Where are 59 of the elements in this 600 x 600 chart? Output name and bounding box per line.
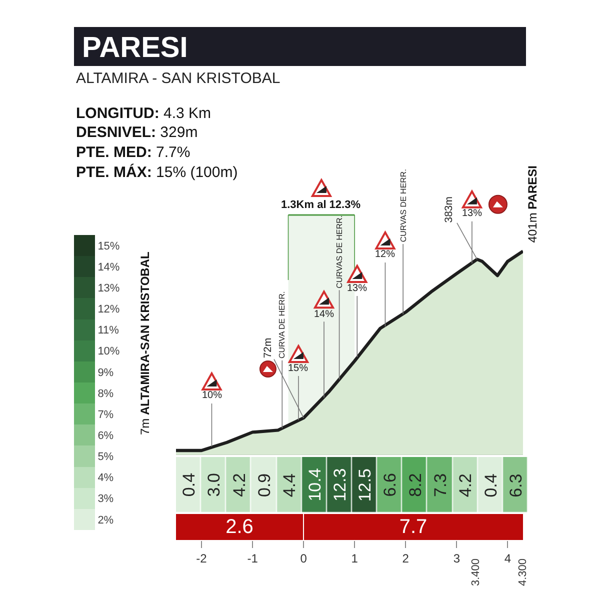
x-tick-label: 4 bbox=[504, 551, 512, 566]
annotation: 72m bbox=[262, 337, 274, 358]
annotation: CURVAS DE HERR. bbox=[335, 215, 344, 288]
annotation: CURVAS DE HERR. bbox=[399, 169, 408, 242]
data-label: 8.2 bbox=[406, 473, 425, 497]
annotation: 13% bbox=[347, 283, 368, 294]
text: PTE. MED: 7.7% bbox=[76, 144, 190, 161]
annotation: 14% bbox=[314, 309, 334, 320]
data-label: 10.4 bbox=[305, 468, 324, 502]
x-tick-label: -1 bbox=[247, 551, 258, 566]
color-bar-label: 13% bbox=[98, 282, 120, 295]
data-label: 3.0 bbox=[204, 473, 224, 497]
color-bar-label: 12% bbox=[98, 304, 120, 316]
annotation: 401m PARESI bbox=[525, 166, 540, 243]
color-bar-label: 11% bbox=[98, 324, 120, 337]
data-label: 7.3 bbox=[431, 473, 450, 497]
data-label: 4.2 bbox=[456, 474, 476, 498]
text: 7.7 bbox=[399, 516, 428, 538]
data-label: 4.2 bbox=[230, 473, 249, 497]
color-bar-label: 14% bbox=[98, 261, 120, 274]
band-label: 1.3Km al 12.3% bbox=[281, 199, 361, 211]
data-label: 0.4 bbox=[481, 474, 500, 498]
data-label: 12.5 bbox=[356, 468, 375, 502]
annotation: 15% bbox=[288, 363, 308, 374]
color-bar-label: 5% bbox=[98, 451, 114, 464]
data-label: 0.4 bbox=[180, 472, 199, 497]
data-label: 4.4 bbox=[280, 474, 300, 498]
text: LONGITUD: 4.3 Km bbox=[76, 105, 212, 122]
text: 2.6 bbox=[226, 516, 254, 538]
color-bar-label: 7% bbox=[98, 408, 114, 421]
data-label: 0.9 bbox=[255, 473, 274, 497]
annotation: 12% bbox=[375, 249, 396, 260]
text: 3.400 bbox=[470, 558, 482, 586]
annotation: 10% bbox=[202, 390, 222, 401]
color-bar-label: 8% bbox=[98, 388, 114, 400]
annotation: 383m bbox=[443, 196, 456, 223]
x-tick-label: 3 bbox=[453, 551, 460, 566]
chart-subtitle: ALTAMIRA - SAN KRISTOBAL bbox=[76, 70, 280, 87]
x-tick-label: 0 bbox=[300, 551, 308, 566]
annotation: CURVA DE HERR. bbox=[278, 291, 287, 359]
data-label: 6.3 bbox=[506, 474, 526, 498]
color-bar-label: 4% bbox=[98, 472, 114, 484]
annotation: 13% bbox=[462, 208, 482, 219]
color-bar-label: 10% bbox=[98, 346, 120, 358]
text: PTE. MÁX: 15% (100m) bbox=[76, 163, 238, 181]
color-bar-label: 2% bbox=[98, 514, 114, 526]
chart-title: PARESI bbox=[82, 32, 188, 64]
x-tick-label: 1 bbox=[351, 551, 358, 566]
annotation: 7m ALTAMIRA-SAN KRISTOBAL bbox=[138, 252, 152, 436]
color-bar-label: 6% bbox=[98, 430, 114, 442]
text: 4.300 bbox=[517, 558, 529, 586]
color-bar-label: 15% bbox=[98, 240, 120, 252]
x-tick-label: -2 bbox=[196, 551, 208, 566]
color-bar-label: 3% bbox=[98, 493, 114, 506]
x-tick-label: 2 bbox=[402, 551, 410, 566]
color-bar-label: 9% bbox=[98, 366, 114, 379]
text: DESNIVEL: 329m bbox=[76, 124, 198, 141]
data-label: 12.3 bbox=[330, 468, 350, 502]
data-label: 6.6 bbox=[380, 473, 400, 497]
